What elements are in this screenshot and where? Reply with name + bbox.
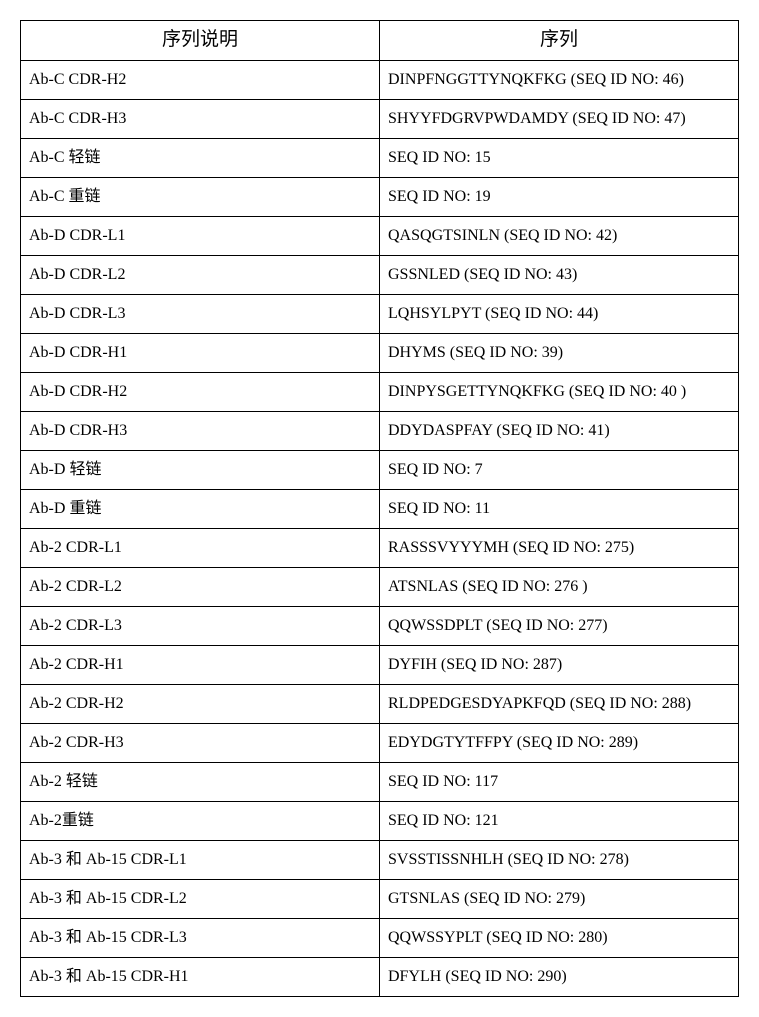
- sequence-description-cell: Ab-D 重链: [21, 489, 380, 528]
- sequence-value-cell: SEQ ID NO: 121: [380, 801, 739, 840]
- sequence-table: 序列说明 序列 Ab-C CDR-H2DINPFNGGTTYNQKFKG (SE…: [20, 20, 739, 997]
- sequence-value-cell: ATSNLAS (SEQ ID NO: 276 ): [380, 567, 739, 606]
- sequence-value-cell: QQWSSDPLT (SEQ ID NO: 277): [380, 606, 739, 645]
- sequence-value-cell: LQHSYLPYT (SEQ ID NO: 44): [380, 294, 739, 333]
- sequence-description-cell: Ab-3 和 Ab-15 CDR-H1: [21, 957, 380, 996]
- sequence-description-cell: Ab-2 CDR-H3: [21, 723, 380, 762]
- table-row: Ab-2 CDR-H3EDYDGTYTFFPY (SEQ ID NO: 289): [21, 723, 739, 762]
- column-header-description: 序列说明: [21, 21, 380, 61]
- sequence-description-cell: Ab-D CDR-L2: [21, 255, 380, 294]
- sequence-value-cell: DINPFNGGTTYNQKFKG (SEQ ID NO: 46): [380, 60, 739, 99]
- sequence-description-cell: Ab-2 轻链: [21, 762, 380, 801]
- table-row: Ab-2 轻链SEQ ID NO: 117: [21, 762, 739, 801]
- table-row: Ab-3 和 Ab-15 CDR-L2GTSNLAS (SEQ ID NO: 2…: [21, 879, 739, 918]
- table-row: Ab-D CDR-L2GSSNLED (SEQ ID NO: 43): [21, 255, 739, 294]
- sequence-description-cell: Ab-D CDR-L3: [21, 294, 380, 333]
- table-body: Ab-C CDR-H2DINPFNGGTTYNQKFKG (SEQ ID NO:…: [21, 60, 739, 996]
- sequence-value-cell: GSSNLED (SEQ ID NO: 43): [380, 255, 739, 294]
- sequence-description-cell: Ab-C CDR-H3: [21, 99, 380, 138]
- sequence-description-cell: Ab-3 和 Ab-15 CDR-L2: [21, 879, 380, 918]
- sequence-description-cell: Ab-2 CDR-L2: [21, 567, 380, 606]
- sequence-value-cell: RLDPEDGESDYAPKFQD (SEQ ID NO: 288): [380, 684, 739, 723]
- sequence-description-cell: Ab-C 轻链: [21, 138, 380, 177]
- table-row: Ab-C CDR-H2DINPFNGGTTYNQKFKG (SEQ ID NO:…: [21, 60, 739, 99]
- table-row: Ab-3 和 Ab-15 CDR-L3QQWSSYPLT (SEQ ID NO:…: [21, 918, 739, 957]
- sequence-value-cell: DINPYSGETTYNQKFKG (SEQ ID NO: 40 ): [380, 372, 739, 411]
- table-row: Ab-2 CDR-H1DYFIH (SEQ ID NO: 287): [21, 645, 739, 684]
- sequence-value-cell: SEQ ID NO: 15: [380, 138, 739, 177]
- sequence-value-cell: SHYYFDGRVPWDAMDY (SEQ ID NO: 47): [380, 99, 739, 138]
- sequence-value-cell: DFYLH (SEQ ID NO: 290): [380, 957, 739, 996]
- table-row: Ab-C 重链SEQ ID NO: 19: [21, 177, 739, 216]
- sequence-value-cell: QQWSSYPLT (SEQ ID NO: 280): [380, 918, 739, 957]
- sequence-description-cell: Ab-3 和 Ab-15 CDR-L1: [21, 840, 380, 879]
- table-row: Ab-3 和 Ab-15 CDR-L1SVSSTISSNHLH (SEQ ID …: [21, 840, 739, 879]
- table-row: Ab-D 轻链SEQ ID NO: 7: [21, 450, 739, 489]
- table-row: Ab-D CDR-H2DINPYSGETTYNQKFKG (SEQ ID NO:…: [21, 372, 739, 411]
- sequence-value-cell: GTSNLAS (SEQ ID NO: 279): [380, 879, 739, 918]
- sequence-value-cell: EDYDGTYTFFPY (SEQ ID NO: 289): [380, 723, 739, 762]
- table-row: Ab-D CDR-H3DDYDASPFAY (SEQ ID NO: 41): [21, 411, 739, 450]
- sequence-description-cell: Ab-D CDR-H3: [21, 411, 380, 450]
- sequence-description-cell: Ab-2 CDR-H2: [21, 684, 380, 723]
- sequence-description-cell: Ab-C CDR-H2: [21, 60, 380, 99]
- table-row: Ab-D CDR-L3LQHSYLPYT (SEQ ID NO: 44): [21, 294, 739, 333]
- table-row: Ab-D CDR-L1QASQGTSINLN (SEQ ID NO: 42): [21, 216, 739, 255]
- sequence-value-cell: SVSSTISSNHLH (SEQ ID NO: 278): [380, 840, 739, 879]
- sequence-value-cell: RASSSVYYYMH (SEQ ID NO: 275): [380, 528, 739, 567]
- sequence-value-cell: SEQ ID NO: 117: [380, 762, 739, 801]
- sequence-value-cell: QASQGTSINLN (SEQ ID NO: 42): [380, 216, 739, 255]
- table-row: Ab-D 重链SEQ ID NO: 11: [21, 489, 739, 528]
- sequence-description-cell: Ab-D CDR-H2: [21, 372, 380, 411]
- table-row: Ab-2 CDR-L1RASSSVYYYMH (SEQ ID NO: 275): [21, 528, 739, 567]
- column-header-sequence: 序列: [380, 21, 739, 61]
- table-row: Ab-D CDR-H1DHYMS (SEQ ID NO: 39): [21, 333, 739, 372]
- sequence-value-cell: DDYDASPFAY (SEQ ID NO: 41): [380, 411, 739, 450]
- table-row: Ab-C 轻链SEQ ID NO: 15: [21, 138, 739, 177]
- sequence-description-cell: Ab-2 CDR-H1: [21, 645, 380, 684]
- table-header-row: 序列说明 序列: [21, 21, 739, 61]
- table-row: Ab-2 CDR-L2ATSNLAS (SEQ ID NO: 276 ): [21, 567, 739, 606]
- sequence-value-cell: SEQ ID NO: 11: [380, 489, 739, 528]
- sequence-description-cell: Ab-D 轻链: [21, 450, 380, 489]
- sequence-description-cell: Ab-D CDR-L1: [21, 216, 380, 255]
- sequence-value-cell: SEQ ID NO: 19: [380, 177, 739, 216]
- sequence-value-cell: DHYMS (SEQ ID NO: 39): [380, 333, 739, 372]
- table-row: Ab-C CDR-H3SHYYFDGRVPWDAMDY (SEQ ID NO: …: [21, 99, 739, 138]
- sequence-description-cell: Ab-2 CDR-L1: [21, 528, 380, 567]
- table-row: Ab-3 和 Ab-15 CDR-H1DFYLH (SEQ ID NO: 290…: [21, 957, 739, 996]
- sequence-description-cell: Ab-2重链: [21, 801, 380, 840]
- sequence-value-cell: DYFIH (SEQ ID NO: 287): [380, 645, 739, 684]
- sequence-description-cell: Ab-C 重链: [21, 177, 380, 216]
- table-row: Ab-2 CDR-L3QQWSSDPLT (SEQ ID NO: 277): [21, 606, 739, 645]
- table-row: Ab-2重链SEQ ID NO: 121: [21, 801, 739, 840]
- sequence-description-cell: Ab-2 CDR-L3: [21, 606, 380, 645]
- sequence-value-cell: SEQ ID NO: 7: [380, 450, 739, 489]
- sequence-description-cell: Ab-3 和 Ab-15 CDR-L3: [21, 918, 380, 957]
- sequence-description-cell: Ab-D CDR-H1: [21, 333, 380, 372]
- table-row: Ab-2 CDR-H2RLDPEDGESDYAPKFQD (SEQ ID NO:…: [21, 684, 739, 723]
